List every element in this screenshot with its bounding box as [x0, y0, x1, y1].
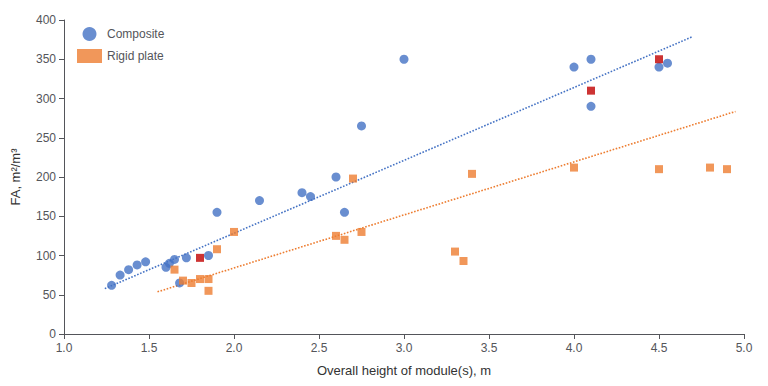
- svg-text:50: 50: [43, 288, 57, 302]
- svg-text:1.0: 1.0: [56, 341, 73, 355]
- svg-text:R² = 0.9554: R² = 0.9554: [305, 160, 368, 174]
- svg-text:4.5: 4.5: [651, 341, 668, 355]
- svg-text:250: 250: [36, 131, 56, 145]
- svg-text:150: 150: [36, 209, 56, 223]
- svg-text:Overall height of module(s), m: Overall height of module(s), m: [317, 363, 491, 378]
- svg-text:R² = 0.6977: R² = 0.6977: [591, 220, 654, 234]
- svg-text:1.5: 1.5: [141, 341, 158, 355]
- svg-text:3.5: 3.5: [481, 341, 498, 355]
- svg-text:400: 400: [36, 13, 56, 27]
- svg-text:Rigid plate: Rigid plate: [107, 49, 164, 63]
- svg-text:y = 67.576x − 51.031: y = 67.576x − 51.031: [591, 203, 704, 217]
- svg-text:350: 350: [36, 52, 56, 66]
- svg-text:200: 200: [36, 170, 56, 184]
- svg-text:0: 0: [49, 327, 56, 341]
- svg-text:3.0: 3.0: [396, 341, 413, 355]
- svg-text:4.0: 4.0: [566, 341, 583, 355]
- svg-text:y = 92.838x − 57.324: y = 92.838x − 57.324: [305, 143, 418, 157]
- svg-text:Composite: Composite: [107, 27, 165, 41]
- svg-text:300: 300: [36, 92, 56, 106]
- svg-text:5.0: 5.0: [736, 341, 753, 355]
- svg-text:FA, m²/m³: FA, m²/m³: [8, 148, 23, 206]
- svg-text:100: 100: [36, 249, 56, 263]
- svg-text:2.0: 2.0: [226, 341, 243, 355]
- svg-text:2.5: 2.5: [311, 341, 328, 355]
